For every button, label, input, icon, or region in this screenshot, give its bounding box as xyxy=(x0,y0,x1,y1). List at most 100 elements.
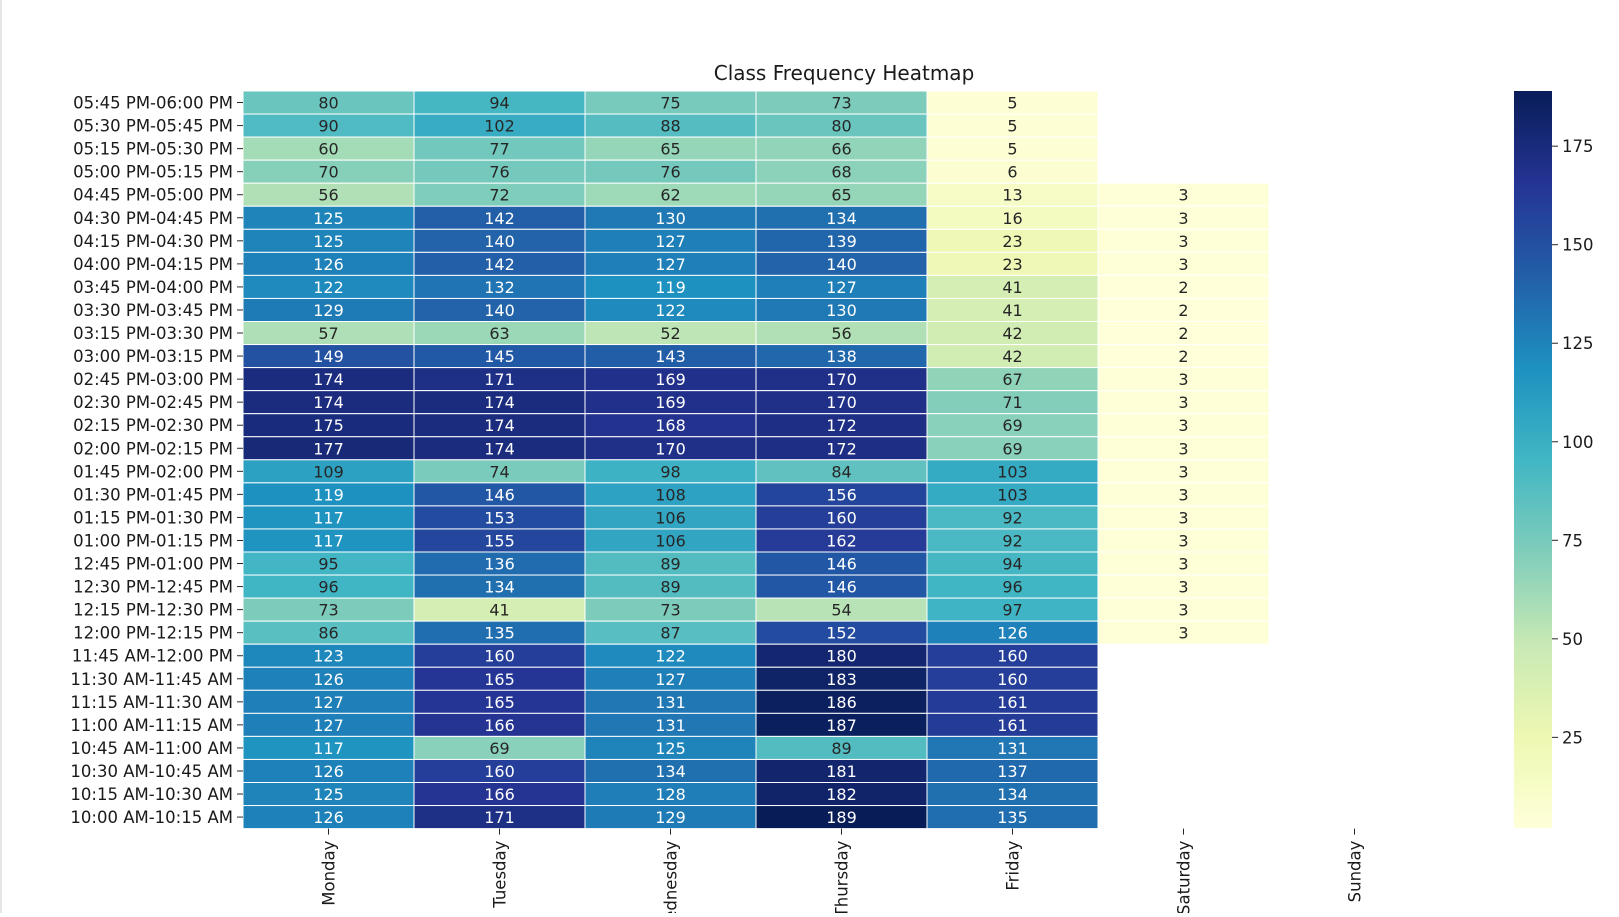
cell-value-label: 88 xyxy=(660,117,680,136)
cell-value-label: 182 xyxy=(826,785,857,804)
column-tick-label: Sunday xyxy=(1346,840,1365,902)
cell-value-label: 16 xyxy=(1002,209,1022,228)
cell-value-label: 54 xyxy=(831,601,851,620)
cell-value-label: 84 xyxy=(831,462,851,481)
cell-value-label: 3 xyxy=(1178,186,1188,205)
cell-value-label: 76 xyxy=(489,163,509,182)
cell-value-label: 132 xyxy=(484,278,515,297)
colorbar: 25 50 75 100 125 150 175 xyxy=(1514,91,1594,828)
cell-value-label: 62 xyxy=(660,186,680,205)
colorbar-gradient xyxy=(1514,91,1552,828)
cell-value-label: 130 xyxy=(655,209,686,228)
cell-value-label: 80 xyxy=(831,117,851,136)
cell-value-label: 103 xyxy=(997,462,1028,481)
cell-value-label: 162 xyxy=(826,531,857,550)
cell-value-label: 52 xyxy=(660,324,680,343)
cell-value-label: 23 xyxy=(1002,232,1022,251)
cell-value-label: 70 xyxy=(318,163,338,182)
cell-value-label: 42 xyxy=(1002,324,1022,343)
cell-value-label: 3 xyxy=(1178,531,1188,550)
cell-value-label: 186 xyxy=(826,693,857,712)
cell-value-label: 71 xyxy=(1002,393,1022,412)
cell-value-label: 146 xyxy=(826,555,857,574)
column-tick-label: Tuesday xyxy=(491,840,510,908)
cell-value-label: 76 xyxy=(660,163,680,182)
cell-value-label: 152 xyxy=(826,624,857,643)
cell-value-label: 75 xyxy=(660,94,680,113)
cell-value-label: 6 xyxy=(1007,163,1017,182)
cell-value-label: 160 xyxy=(997,670,1028,689)
cell-value-label: 165 xyxy=(484,693,515,712)
cell-value-label: 63 xyxy=(489,324,509,343)
cell-value-label: 41 xyxy=(489,601,509,620)
cell-value-label: 5 xyxy=(1007,117,1017,136)
row-tick-label: 03:45 PM-04:00 PM xyxy=(73,278,233,297)
cell-value-label: 169 xyxy=(655,370,686,389)
cell-value-label: 3 xyxy=(1178,462,1188,481)
cell-value-label: 73 xyxy=(660,601,680,620)
cell-value-label: 123 xyxy=(313,647,344,666)
column-tick-label: Monday xyxy=(320,840,339,905)
cell-value-label: 41 xyxy=(1002,278,1022,297)
cell-value-label: 3 xyxy=(1178,232,1188,251)
cell-value-label: 129 xyxy=(655,808,686,827)
cell-value-label: 3 xyxy=(1178,439,1188,458)
row-tick-label: 12:30 PM-12:45 PM xyxy=(73,578,233,597)
colorbar-tick-label: 150 xyxy=(1562,236,1594,255)
column-tick-label: Saturday xyxy=(1175,840,1194,913)
row-tick-label: 12:45 PM-01:00 PM xyxy=(73,555,233,574)
cell-value-label: 122 xyxy=(655,301,686,320)
heatmap-cells: 80 94 75 73 590 102 88 80 560 77 65 66 570 76 76 68 656 7… xyxy=(242,90,1270,830)
row-tick-labels: 05:45 PM-06:00 PM 05:30 PM-05:45 PM 05:15 … xyxy=(70,94,243,827)
column-tick-label: Wednesday xyxy=(662,840,681,913)
row-tick-label: 05:15 PM-05:30 PM xyxy=(73,140,233,159)
cell-value-label: 94 xyxy=(489,94,509,113)
cell-value-label: 125 xyxy=(655,739,686,758)
cell-value-label: 134 xyxy=(997,785,1028,804)
cell-value-label: 160 xyxy=(997,647,1028,666)
cell-value-label: 60 xyxy=(318,140,338,159)
cell-value-label: 135 xyxy=(484,624,515,643)
cell-value-label: 65 xyxy=(660,140,680,159)
figure-left-border xyxy=(0,0,2,913)
cell-value-label: 170 xyxy=(826,370,857,389)
cell-value-label: 130 xyxy=(826,301,857,320)
row-tick-label: 01:15 PM-01:30 PM xyxy=(73,508,233,527)
cell-value-label: 131 xyxy=(997,739,1028,758)
cell-value-label: 119 xyxy=(655,278,686,297)
colorbar-tick-label: 25 xyxy=(1562,728,1583,747)
cell-value-label: 2 xyxy=(1178,301,1188,320)
cell-value-label: 117 xyxy=(313,508,344,527)
cell-value-label: 3 xyxy=(1178,485,1188,504)
row-tick-label: 11:15 AM-11:30 AM xyxy=(70,693,233,712)
row-tick-label: 10:45 AM-11:00 AM xyxy=(70,739,233,758)
cell-value-label: 177 xyxy=(313,439,344,458)
row-tick-label: 11:30 AM-11:45 AM xyxy=(70,670,233,689)
cell-value-label: 156 xyxy=(826,485,857,504)
cell-value-label: 135 xyxy=(997,808,1028,827)
cell-value-label: 65 xyxy=(831,186,851,205)
cell-value-label: 134 xyxy=(484,578,515,597)
row-tick-label: 01:30 PM-01:45 PM xyxy=(73,485,233,504)
cell-value-label: 56 xyxy=(318,186,338,205)
cell-value-label: 73 xyxy=(318,601,338,620)
row-tick-label: 03:15 PM-03:30 PM xyxy=(73,324,233,343)
cell-value-label: 73 xyxy=(831,94,851,113)
cell-value-label: 174 xyxy=(484,439,515,458)
cell-value-label: 3 xyxy=(1178,508,1188,527)
cell-value-label: 66 xyxy=(831,140,851,159)
cell-value-label: 67 xyxy=(1002,370,1022,389)
cell-value-label: 56 xyxy=(831,324,851,343)
cell-value-label: 92 xyxy=(1002,531,1022,550)
cell-value-label: 131 xyxy=(655,716,686,735)
chart-title: Class Frequency Heatmap xyxy=(714,61,975,85)
cell-value-label: 169 xyxy=(655,393,686,412)
cell-value-label: 170 xyxy=(655,439,686,458)
row-tick-label: 03:00 PM-03:15 PM xyxy=(73,347,233,366)
row-tick-label: 01:45 PM-02:00 PM xyxy=(73,462,233,481)
cell-value-label: 13 xyxy=(1002,186,1022,205)
cell-value-label: 143 xyxy=(655,347,686,366)
row-tick-label: 12:15 PM-12:30 PM xyxy=(73,601,233,620)
